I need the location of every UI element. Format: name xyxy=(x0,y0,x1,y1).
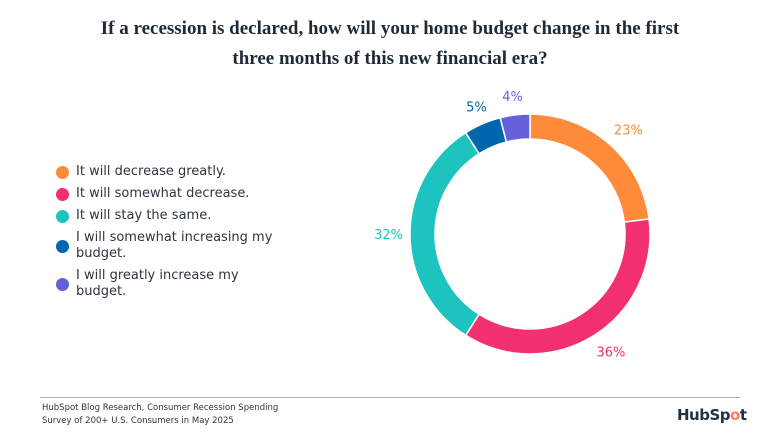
legend-swatch xyxy=(56,209,69,223)
legend-item: It will stay the same. xyxy=(56,208,286,224)
legend-item: It will decrease greatly. xyxy=(56,164,286,180)
chart-title: If a recession is declared, how will you… xyxy=(10,14,770,74)
legend-swatch xyxy=(56,165,69,179)
legend-item: I will somewhat increasing my budget. xyxy=(56,230,286,262)
data-label: 32% xyxy=(374,228,403,243)
legend-swatch xyxy=(56,277,69,291)
title-line-1: If a recession is declared, how will you… xyxy=(100,18,680,39)
data-label: 23% xyxy=(614,124,643,139)
legend: It will decrease greatly. It will somewha… xyxy=(56,164,286,306)
donut-slice xyxy=(464,218,651,355)
legend-swatch xyxy=(56,239,69,253)
hubspot-logo: HubSpot xyxy=(677,406,747,424)
donut-slice xyxy=(409,131,481,337)
legend-item: I will greatly increase my budget. xyxy=(56,268,286,300)
title-line-2: three months of this new financial era? xyxy=(232,48,548,69)
donut-slice xyxy=(499,113,531,143)
source-line-1: HubSpot Blog Research, Consumer Recessio… xyxy=(42,403,279,413)
source-line-2: Survey of 200+ U.S. Consumers in May 202… xyxy=(42,416,234,426)
data-label: 4% xyxy=(502,90,523,105)
footer-divider xyxy=(40,397,740,398)
legend-label: It will somewhat decrease. xyxy=(76,186,250,201)
legend-label: It will decrease greatly. xyxy=(76,164,226,179)
legend-swatch xyxy=(56,187,69,201)
legend-item: It will somewhat decrease. xyxy=(56,186,286,202)
data-label: 5% xyxy=(466,100,487,115)
legend-label: I will somewhat increasing my budget. xyxy=(76,230,273,261)
legend-label: I will greatly increase my budget. xyxy=(76,268,239,299)
legend-label: It will stay the same. xyxy=(76,208,212,223)
data-label: 36% xyxy=(596,345,625,360)
source-note: HubSpot Blog Research, Consumer Recessio… xyxy=(42,402,278,428)
